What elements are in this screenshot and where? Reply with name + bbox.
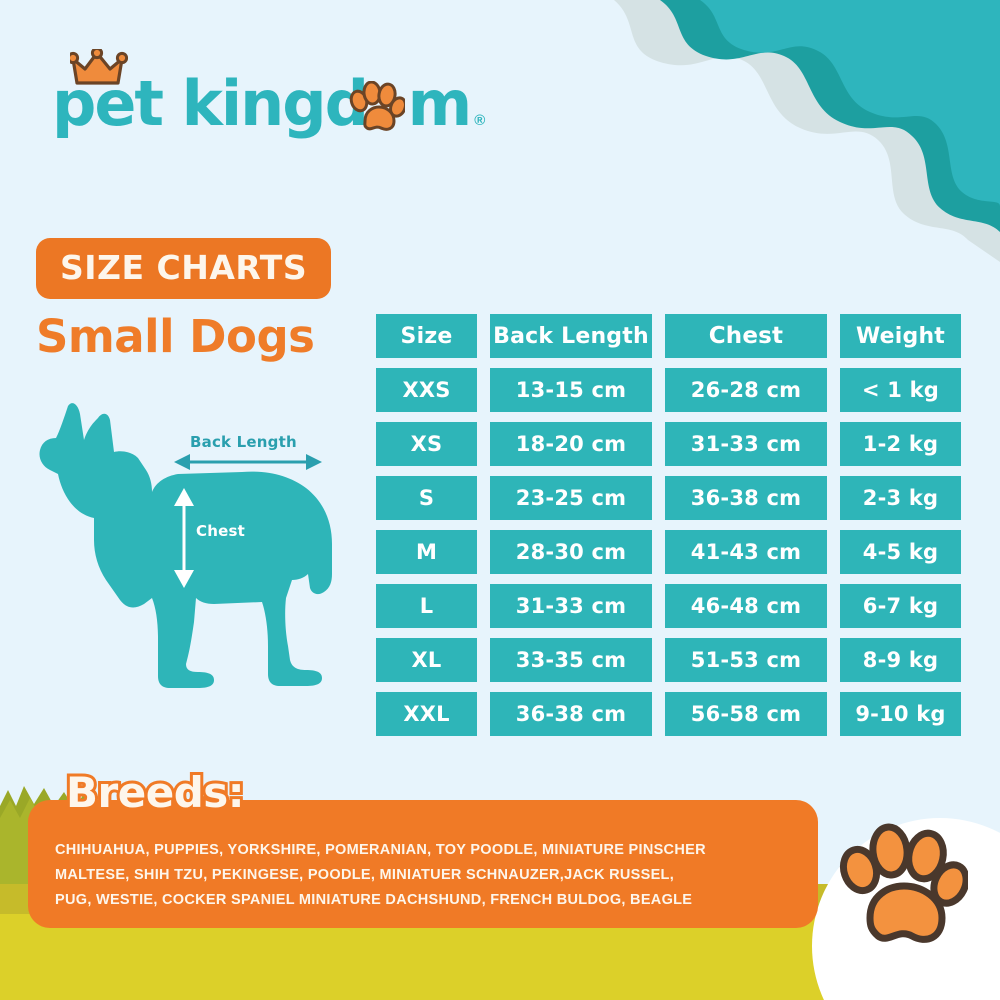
paw-badge-icon: [839, 823, 968, 943]
cell-chest: 41-43 cm: [665, 530, 827, 574]
back-length-arrow-icon: [174, 454, 322, 470]
cell-back-length: 33-35 cm: [490, 638, 652, 682]
paw-icon: [349, 81, 405, 131]
cell-weight: 2-3 kg: [840, 476, 961, 520]
column-header-chest: Chest: [665, 314, 827, 358]
cell-chest: 51-53 cm: [665, 638, 827, 682]
table-row: L 31-33 cm 46-48 cm 6-7 kg: [376, 584, 961, 628]
cell-chest: 26-28 cm: [665, 368, 827, 412]
cell-back-length: 28-30 cm: [490, 530, 652, 574]
registered-trademark-mark: ®: [474, 112, 486, 129]
table-row: XL 33-35 cm 51-53 cm 8-9 kg: [376, 638, 961, 682]
breeds-line: PUG, WESTIE, COCKER SPANIEL MINIATURE DA…: [55, 892, 693, 908]
page-title: Small Dogs: [36, 310, 315, 363]
table-row: S 23-25 cm 36-38 cm 2-3 kg: [376, 476, 961, 520]
cell-weight: < 1 kg: [840, 368, 961, 412]
chest-arrow-icon: [174, 488, 194, 588]
column-header-size: Size: [376, 314, 477, 358]
cell-size: XS: [376, 422, 477, 466]
table-row: XS 18-20 cm 31-33 cm 1-2 kg: [376, 422, 961, 466]
breeds-line: MALTESE, SHIH TZU, PEKINGESE, POODLE, MI…: [55, 867, 675, 883]
cell-chest: 31-33 cm: [665, 422, 827, 466]
wave-light-shape: [614, 0, 1000, 262]
breeds-list: CHIHUAHUA, PUPPIES, YORKSHIRE, POMERANIA…: [55, 838, 795, 913]
wave-teal-shape: [700, 0, 1000, 206]
wave-dark-teal-shape: [660, 0, 1000, 232]
breeds-title: Breeds:: [63, 765, 248, 820]
cell-weight: 4-5 kg: [840, 530, 961, 574]
table-row: XXL 36-38 cm 56-58 cm 9-10 kg: [376, 692, 961, 736]
cell-size: S: [376, 476, 477, 520]
cell-size: XXL: [376, 692, 477, 736]
cell-chest: 36-38 cm: [665, 476, 827, 520]
breeds-line: CHIHUAHUA, PUPPIES, YORKSHIRE, POMERANIA…: [55, 842, 706, 858]
brand-wordmark: pet kingdom: [52, 49, 472, 135]
chest-label: Chest: [196, 522, 245, 540]
brand-name-part2: m: [407, 67, 473, 140]
cell-chest: 46-48 cm: [665, 584, 827, 628]
french-bulldog-silhouette-icon: [39, 403, 333, 688]
column-header-weight: Weight: [840, 314, 961, 358]
breeds-box: [28, 800, 818, 928]
cell-weight: 9-10 kg: [840, 692, 961, 736]
table-row: XXS 13-15 cm 26-28 cm < 1 kg: [376, 368, 961, 412]
column-header-back-length: Back Length: [490, 314, 652, 358]
table-row: M 28-30 cm 41-43 cm 4-5 kg: [376, 530, 961, 574]
cell-weight: 6-7 kg: [840, 584, 961, 628]
cell-size: M: [376, 530, 477, 574]
crown-icon: [70, 49, 128, 85]
cell-weight: 1-2 kg: [840, 422, 961, 466]
cell-size: XL: [376, 638, 477, 682]
brand-logo: pet kingdom ®: [52, 49, 486, 135]
cell-weight: 8-9 kg: [840, 638, 961, 682]
cell-back-length: 36-38 cm: [490, 692, 652, 736]
cell-back-length: 31-33 cm: [490, 584, 652, 628]
cell-back-length: 18-20 cm: [490, 422, 652, 466]
back-length-label: Back Length: [190, 433, 297, 451]
table-header-row: Size Back Length Chest Weight: [376, 314, 961, 358]
cell-back-length: 13-15 cm: [490, 368, 652, 412]
size-chart-table: Size Back Length Chest Weight XXS 13-15 …: [376, 314, 961, 746]
cell-back-length: 23-25 cm: [490, 476, 652, 520]
dog-measurement-diagram: [39, 403, 333, 688]
cell-chest: 56-58 cm: [665, 692, 827, 736]
size-charts-badge: SIZE CHARTS: [36, 238, 332, 299]
cell-size: L: [376, 584, 477, 628]
cell-size: XXS: [376, 368, 477, 412]
